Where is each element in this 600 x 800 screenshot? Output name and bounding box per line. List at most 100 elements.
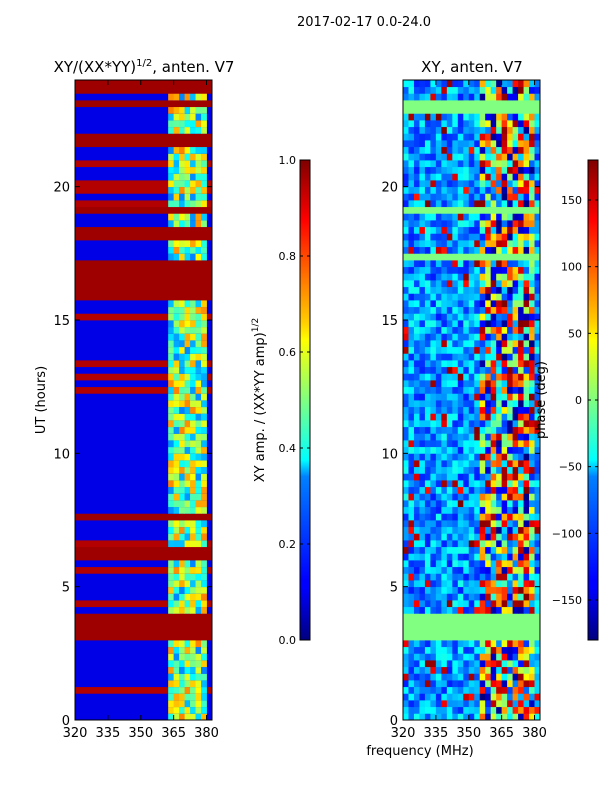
heatmap-cell [424,233,431,241]
heatmap-cell [452,460,459,468]
heatmap-cell [485,126,492,134]
heatmap-cell [168,213,175,221]
heatmap-cell [518,246,524,254]
heatmap-cell [479,593,486,601]
heatmap-cell [430,580,437,588]
heatmap-cell [403,173,409,181]
heatmap-cell [201,393,207,401]
heatmap-cell [184,500,191,508]
heatmap-cell [441,166,448,174]
heatmap-cell [424,513,431,521]
heatmap-cell [408,86,415,94]
heatmap-cell [430,426,437,434]
heatmap-cell [435,306,442,314]
heatmap-cell [512,686,519,694]
heatmap-cell [534,280,541,288]
heatmap-cell [490,373,497,381]
heatmap-cell [179,306,185,314]
heatmap-cell [512,380,519,388]
heatmap-cell [534,386,541,394]
heatmap-cell [430,513,437,521]
heatmap-cell [446,473,453,481]
heatmap-cell [173,393,180,401]
heatmap-cell [413,526,420,534]
heatmap-cell [474,113,481,121]
heatmap-cell [479,133,486,141]
heatmap-cell [430,666,437,674]
heatmap-cell [529,126,535,134]
heatmap-cell [413,553,420,561]
heatmap-cell [452,680,459,688]
heatmap-cell [485,440,492,448]
heatmap-cell [512,526,519,534]
heatmap-cell [518,226,524,234]
heatmap-cell [468,133,475,141]
heatmap-cell [463,566,470,574]
heatmap-cell [168,326,175,334]
heatmap-cell [518,80,524,88]
heatmap-cell [512,93,519,101]
heatmap-cell [190,153,196,161]
heatmap-cell [190,220,196,228]
heatmap-cell [468,406,475,414]
heatmap-cell [452,486,459,494]
heatmap-cell [179,400,185,408]
heatmap-cell [452,513,459,521]
heatmap-cell [474,700,481,708]
heatmap-cell [534,606,541,614]
heatmap-cell [424,166,431,174]
heatmap-cell [184,486,191,494]
heatmap-row [75,413,212,421]
heatmap-cell [452,506,459,514]
heatmap-cell [518,393,524,401]
heatmap-cell [408,380,415,388]
heatmap-cell [168,146,175,154]
heatmap-cell [424,80,431,88]
heatmap-cell [490,693,497,701]
heatmap-cell [173,646,180,654]
heatmap-cell [518,506,524,514]
heatmap-cell [173,113,180,121]
heatmap-cell [424,573,431,581]
heatmap-cell [485,220,492,228]
heatmap-row [75,240,212,248]
heatmap-cell [195,120,202,128]
heatmap-cell [408,340,415,348]
right-heatmap [403,80,541,721]
heatmap-cell [424,200,431,208]
heatmap-cell [446,300,453,308]
heatmap-cell [435,293,442,301]
heatmap-cell [496,306,503,314]
heatmap-cell [479,666,486,674]
heatmap-cell [446,180,453,188]
heatmap-cell [512,446,519,454]
heatmap-cell [430,686,437,694]
heatmap-cell [501,220,508,228]
heatmap-cell [413,653,420,661]
heatmap-cell [512,320,519,328]
heatmap-cell [441,526,448,534]
heatmap-cell [195,706,202,714]
heatmap-cell [184,473,191,481]
heatmap-cell [501,266,508,274]
heatmap-cell [474,300,481,308]
heatmap-cell [452,713,459,721]
heatmap-cell [479,373,486,381]
heatmap-cell [512,333,519,341]
heatmap-cell [457,560,464,568]
heatmap-cell [195,113,202,121]
heatmap-cell [523,186,530,194]
heatmap-cell [534,553,541,561]
heatmap-cell [435,473,442,481]
heatmap-cell [452,213,459,221]
heatmap-cell [435,686,442,694]
heatmap-cell [463,80,470,88]
heatmap-cell [408,546,415,554]
heatmap-cell [468,380,475,388]
heatmap-cell [446,80,453,88]
heatmap-cell [457,506,464,514]
heatmap-cell [195,420,202,428]
heatmap-cell [446,593,453,601]
heatmap-cell [496,280,503,288]
heatmap-cell [474,513,481,521]
